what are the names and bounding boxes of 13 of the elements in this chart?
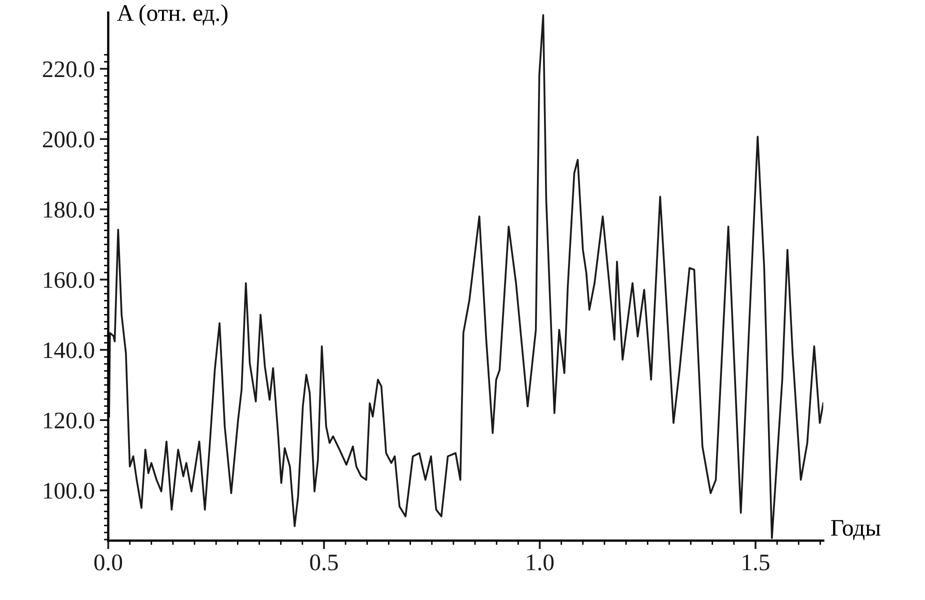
y-tick-label: 220.0 (42, 61, 94, 78)
x-tick-label: 1.5 (742, 554, 770, 571)
x-tick-label: 0.0 (94, 554, 122, 571)
y-axis-title: A (отн. ед.) (117, 4, 228, 26)
x-axis-title: Годы (831, 520, 880, 540)
y-tick-label: 200.0 (42, 132, 94, 148)
x-tick-label: 0.5 (310, 554, 338, 571)
y-tick-label: 120.0 (44, 412, 94, 429)
y-tick-label: 160.0 (44, 272, 94, 288)
y-tick-label: 100.0 (44, 482, 94, 499)
x-tick-label: 1.0 (527, 554, 554, 571)
y-tick-label: 140.0 (44, 342, 94, 358)
y-tick-label: 180.0 (44, 202, 94, 218)
